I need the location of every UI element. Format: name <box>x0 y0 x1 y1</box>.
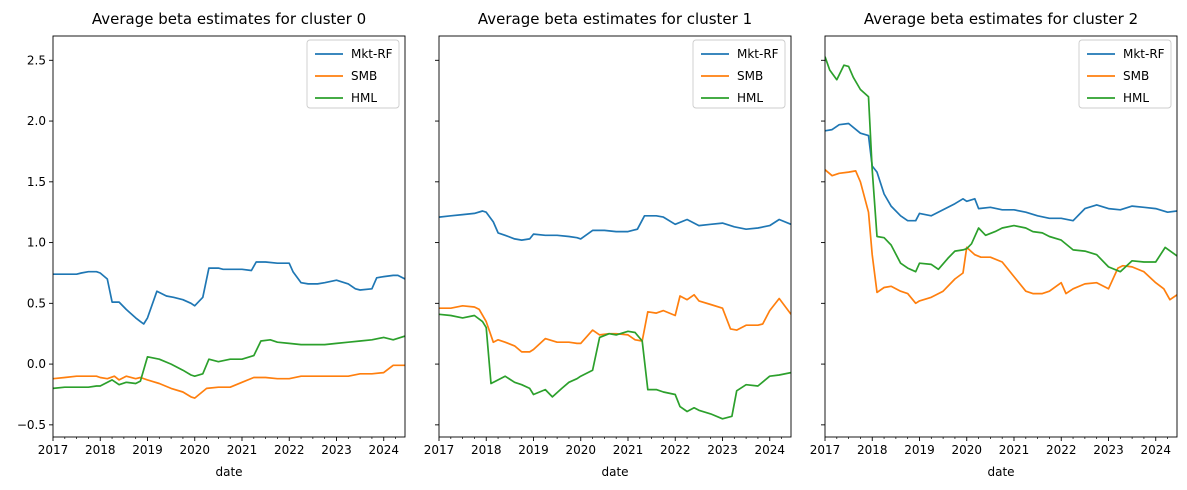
legend-entry: Mkt-RF <box>1123 47 1165 61</box>
legend-entry: SMB <box>1123 69 1149 83</box>
legend-box <box>306 39 400 109</box>
legend-box <box>1078 39 1172 109</box>
x-tick-label: 2020 <box>179 443 210 457</box>
series-line-mkt-rf <box>825 122 1177 222</box>
x-axis-label: date <box>601 465 628 479</box>
legend-entry: SMB <box>351 69 377 83</box>
legend-box <box>692 39 786 109</box>
series-line-hml <box>825 56 1177 273</box>
y-tick-label: 0.0 <box>27 357 46 371</box>
x-tick-label: 2020 <box>565 443 596 457</box>
legend-entry: HML <box>351 91 377 105</box>
chart-title: Average beta estimates for cluster 2 <box>864 10 1138 28</box>
series-line-smb <box>53 364 405 399</box>
series-line-smb <box>825 169 1177 305</box>
x-tick-label: 2021 <box>999 443 1030 457</box>
x-tick-label: 2024 <box>368 443 399 457</box>
x-tick-label: 2021 <box>227 443 258 457</box>
legend-entry: HML <box>1123 91 1149 105</box>
series-line-hml <box>439 313 791 420</box>
x-tick-label: 2019 <box>518 443 549 457</box>
x-tick-label: 2019 <box>132 443 163 457</box>
series-line-smb <box>439 293 791 353</box>
panel-2: Average beta estimates for cluster 2 2017… <box>810 10 1178 479</box>
x-tick-label: 2017 <box>810 443 841 457</box>
panel-0: Average beta estimates for cluster 0 −0.5… <box>17 10 406 479</box>
series-line-hml <box>53 335 405 390</box>
x-axis-label: date <box>987 465 1014 479</box>
x-tick-label: 2023 <box>1093 443 1124 457</box>
x-tick-label: 2024 <box>1140 443 1171 457</box>
plot-frame <box>52 35 406 438</box>
x-tick-label: 2017 <box>38 443 69 457</box>
series-line-mkt-rf <box>53 261 405 325</box>
x-tick-label: 2017 <box>424 443 455 457</box>
y-tick-label: 0.5 <box>27 296 46 310</box>
y-tick-label: 1.5 <box>27 175 46 189</box>
chart-title: Average beta estimates for cluster 0 <box>92 10 366 28</box>
x-tick-label: 2022 <box>660 443 691 457</box>
x-axis-label: date <box>215 465 242 479</box>
x-tick-label: 2023 <box>321 443 352 457</box>
x-tick-label: 2018 <box>85 443 116 457</box>
legend-entry: Mkt-RF <box>351 47 393 61</box>
plot-frame <box>438 35 792 438</box>
y-tick-label: 2.0 <box>27 114 46 128</box>
series-line-mkt-rf <box>439 210 791 241</box>
x-tick-label: 2023 <box>707 443 738 457</box>
legend: Mkt-RF SMB HML <box>692 39 786 109</box>
y-tick-label: 1.0 <box>27 236 46 250</box>
x-tick-label: 2018 <box>857 443 888 457</box>
legend-entry: HML <box>737 91 763 105</box>
panel-1: Average beta estimates for cluster 1 2017… <box>424 10 792 479</box>
legend-entry: Mkt-RF <box>737 47 779 61</box>
x-tick-label: 2018 <box>471 443 502 457</box>
x-tick-label: 2022 <box>1046 443 1077 457</box>
legend-entry: SMB <box>737 69 763 83</box>
legend: Mkt-RF SMB HML <box>306 39 400 109</box>
x-tick-label: 2020 <box>951 443 982 457</box>
chart-title: Average beta estimates for cluster 1 <box>478 10 752 28</box>
x-tick-label: 2022 <box>274 443 305 457</box>
y-tick-label: −0.5 <box>17 418 46 432</box>
x-tick-label: 2024 <box>754 443 785 457</box>
y-tick-label: 2.5 <box>27 53 46 67</box>
plot-frame <box>824 35 1178 438</box>
x-tick-label: 2021 <box>613 443 644 457</box>
legend: Mkt-RF SMB HML <box>1078 39 1172 109</box>
x-tick-label: 2019 <box>904 443 935 457</box>
